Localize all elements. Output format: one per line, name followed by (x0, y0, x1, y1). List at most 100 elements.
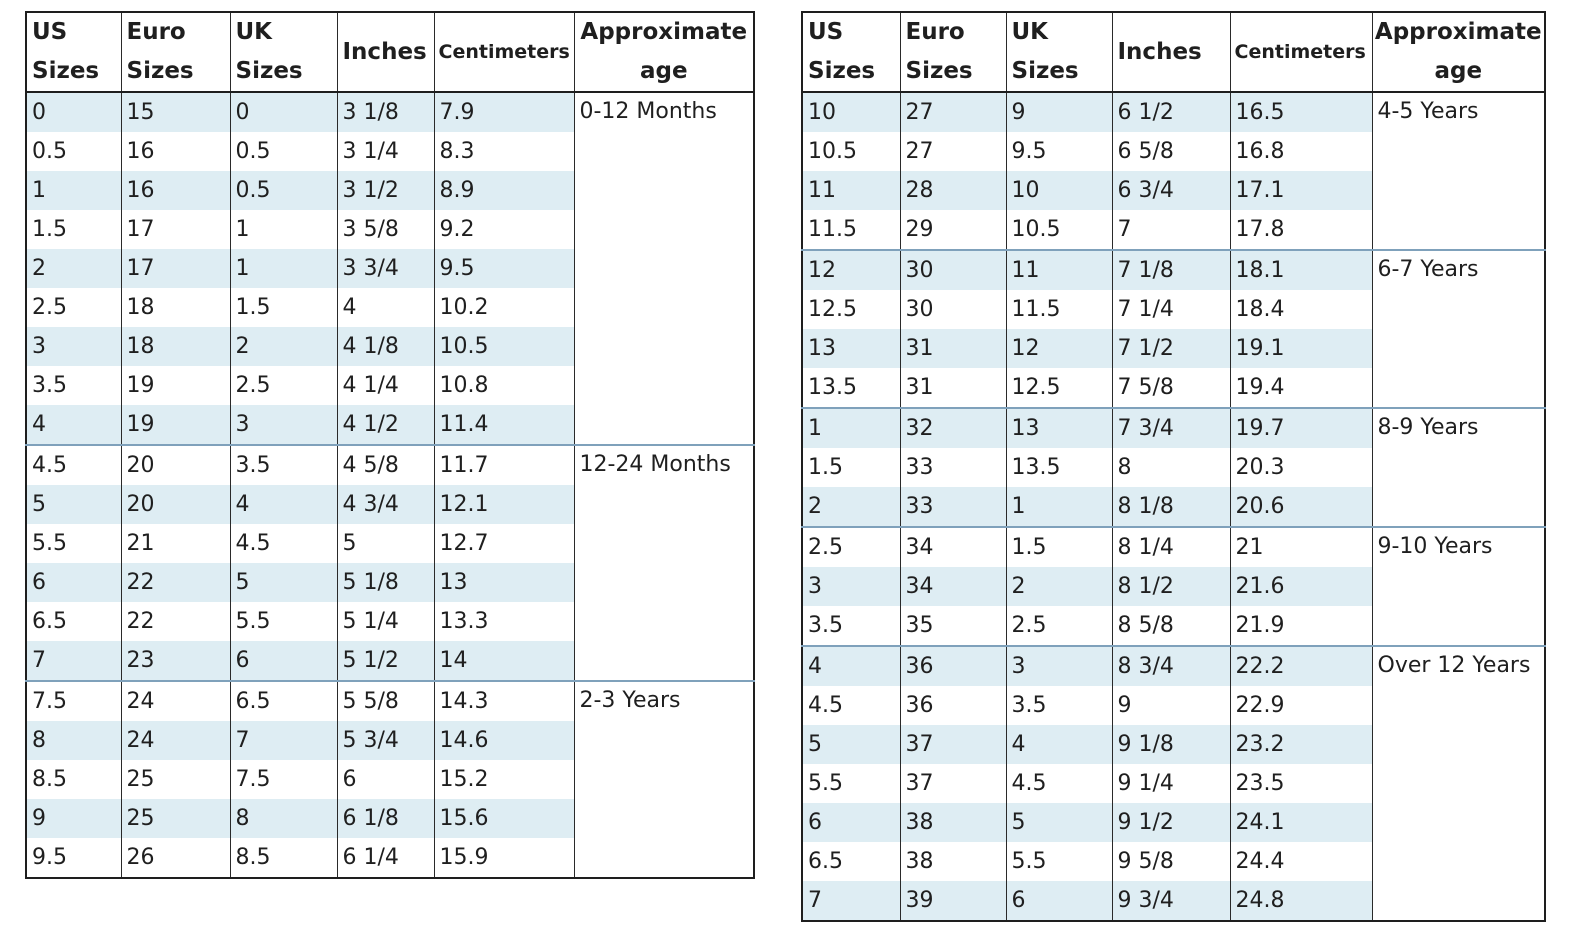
cell-euro-size: 22 (120, 602, 230, 641)
cell-euro-size: 17 (120, 249, 230, 288)
cell-uk-size: 5 (1005, 803, 1112, 842)
table-row: 7.5 24 6.5 5 5/8 14.3 2-3 Years (26, 680, 754, 878)
cell-euro-size: 35 (899, 606, 1006, 646)
cell-euro-size: 19 (120, 366, 230, 405)
header-us-sizes: US Sizes (802, 12, 900, 93)
cell-inches: 7 1/4 (1111, 290, 1230, 329)
cell-uk-size: 7.5 (229, 760, 337, 799)
table-row: 8 24 7 5 3/4 14.6 (26, 721, 754, 760)
cell-centimeters: 23.5 (1229, 764, 1372, 803)
header-uk-sizes: UK Sizes (229, 12, 337, 93)
cell-centimeters: 23.2 (1229, 725, 1372, 764)
cell-centimeters: 13 (433, 563, 574, 602)
table-row: 3.5 19 2.5 4 1/4 10.8 (26, 366, 754, 405)
cell-us-size: 11 (802, 171, 900, 210)
cell-euro-size: 20 (120, 444, 230, 485)
cell-inches: 7 5/8 (1111, 368, 1230, 408)
table-row: 5 37 4 9 1/8 23.2 (802, 725, 1545, 764)
cell-euro-size: 18 (120, 288, 230, 327)
cell-inches: 5 1/4 (336, 602, 434, 641)
table-row: 10.5 27 9.5 6 5/8 16.8 (802, 132, 1545, 171)
cell-inches: 6 3/4 (1111, 171, 1230, 210)
cell-centimeters: 17.1 (1229, 171, 1372, 210)
cell-us-size: 5.5 (26, 524, 121, 563)
cell-uk-size: 0.5 (229, 132, 337, 171)
table-row: 7 39 6 9 3/4 24.8 (802, 881, 1545, 921)
cell-inches: 3 1/4 (336, 132, 434, 171)
cell-inches: 4 5/8 (336, 444, 434, 485)
table-row: 1 32 13 7 3/4 19.7 8-9 Years (802, 407, 1545, 527)
table-row: 1.5 33 13.5 8 20.3 (802, 448, 1545, 487)
cell-euro-size: 25 (120, 760, 230, 799)
table-row: 7 23 6 5 1/2 14 (26, 641, 754, 681)
cell-centimeters: 21.6 (1229, 567, 1372, 606)
cell-centimeters: 14.3 (433, 680, 574, 721)
cell-us-size: 3.5 (802, 606, 900, 646)
cell-inches: 5 1/8 (336, 563, 434, 602)
cell-inches: 3 1/8 (336, 92, 434, 132)
cell-euro-size: 27 (899, 132, 1006, 171)
cell-inches: 7 1/8 (1111, 249, 1230, 290)
header-inches: Inches (336, 12, 434, 93)
cell-uk-size: 13 (1005, 407, 1112, 448)
cell-centimeters: 15.2 (433, 760, 574, 799)
cell-us-size: 1.5 (802, 448, 900, 487)
cell-uk-size: 3.5 (1005, 686, 1112, 725)
cell-uk-size: 11 (1005, 249, 1112, 290)
cell-euro-size: 37 (899, 725, 1006, 764)
header-euro-sizes: Euro Sizes (899, 12, 1006, 93)
cell-euro-size: 39 (899, 881, 1006, 921)
table-row: 13.5 31 12.5 7 5/8 19.4 (802, 368, 1545, 408)
table-row: 3 18 2 4 1/8 10.5 (26, 327, 754, 366)
cell-inches: 9 1/2 (1111, 803, 1230, 842)
cell-us-size: 3 (26, 327, 121, 366)
cell-us-size: 13 (802, 329, 900, 368)
cell-inches: 8 5/8 (1111, 606, 1230, 646)
cell-centimeters: 24.4 (1229, 842, 1372, 881)
cell-uk-size: 2 (1005, 567, 1112, 606)
cell-centimeters: 24.8 (1229, 881, 1372, 921)
cell-uk-size: 4 (1005, 725, 1112, 764)
cell-uk-size: 7 (229, 721, 337, 760)
table-row: 2 33 1 8 1/8 20.6 (802, 487, 1545, 527)
cell-uk-size: 6 (1005, 881, 1112, 921)
cell-inches: 6 5/8 (1111, 132, 1230, 171)
cell-euro-size: 24 (120, 721, 230, 760)
cell-us-size: 11.5 (802, 210, 900, 250)
cell-us-size: 1.5 (26, 210, 121, 249)
size-chart-table-left: US Sizes Euro Sizes UK Sizes Inches Cent… (25, 11, 755, 879)
cell-inches: 3 3/4 (336, 249, 434, 288)
cell-centimeters: 22.9 (1229, 686, 1372, 725)
cell-inches: 8 (1111, 448, 1230, 487)
cell-centimeters: 11.4 (433, 405, 574, 445)
table-row: 8.5 25 7.5 6 15.2 (26, 760, 754, 799)
cell-uk-size: 12 (1005, 329, 1112, 368)
cell-uk-size: 6.5 (229, 680, 337, 721)
cell-us-size: 13.5 (802, 368, 900, 408)
cell-us-size: 8 (26, 721, 121, 760)
cell-inches: 9 1/4 (1111, 764, 1230, 803)
cell-euro-size: 19 (120, 405, 230, 445)
cell-us-size: 7 (26, 641, 121, 681)
table-row: 5 20 4 4 3/4 12.1 (26, 485, 754, 524)
table-row: 3 34 2 8 1/2 21.6 (802, 567, 1545, 606)
cell-centimeters: 19.4 (1229, 368, 1372, 408)
cell-euro-size: 36 (899, 686, 1006, 725)
cell-euro-size: 30 (899, 249, 1006, 290)
cell-uk-size: 4 (229, 485, 337, 524)
cell-us-size: 0 (26, 92, 121, 132)
table-row: 4 19 3 4 1/2 11.4 (26, 405, 754, 445)
cell-us-size: 6 (802, 803, 900, 842)
cell-uk-size: 0.5 (229, 171, 337, 210)
cell-uk-size: 2 (229, 327, 337, 366)
cell-uk-size: 11.5 (1005, 290, 1112, 329)
cell-centimeters: 24.1 (1229, 803, 1372, 842)
cell-approximate-age: 8-9 Years (1371, 407, 1545, 527)
cell-us-size: 4 (26, 405, 121, 445)
cell-inches: 4 (336, 288, 434, 327)
table-row: 6 38 5 9 1/2 24.1 (802, 803, 1545, 842)
cell-euro-size: 16 (120, 171, 230, 210)
cell-euro-size: 29 (899, 210, 1006, 250)
header-uk-sizes: UK Sizes (1005, 12, 1112, 93)
cell-euro-size: 31 (899, 329, 1006, 368)
